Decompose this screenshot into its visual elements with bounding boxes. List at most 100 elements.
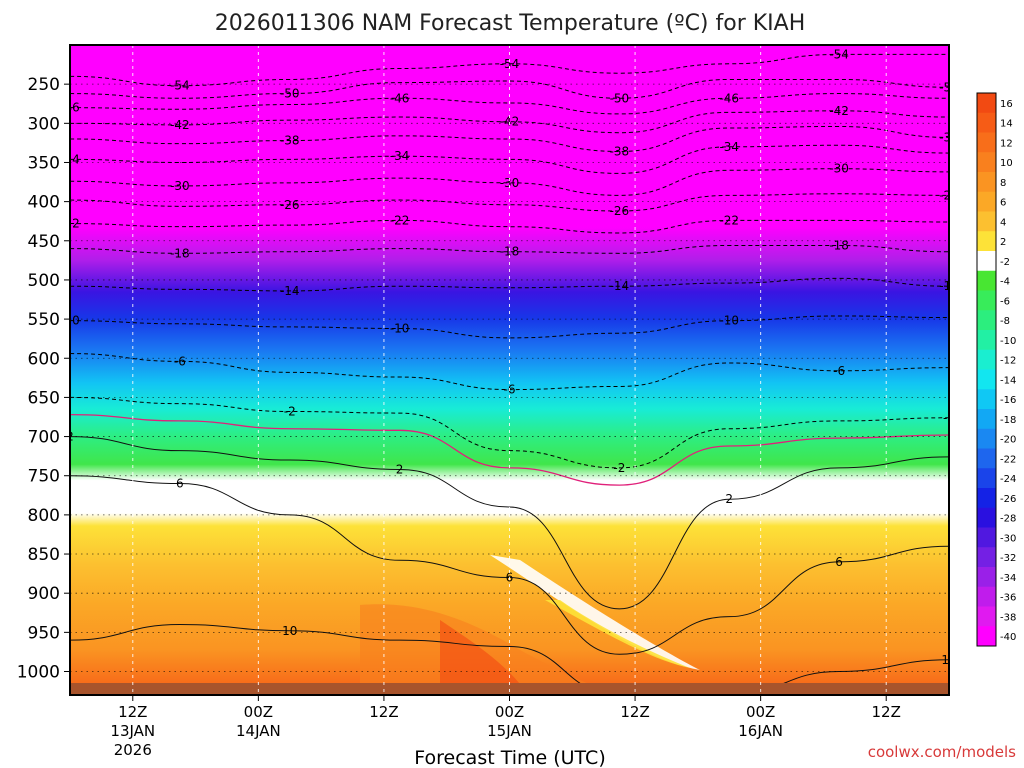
- pressure-tick-label: 650: [28, 388, 60, 408]
- colorbar-label: 2: [1000, 237, 1006, 248]
- time-tick-hour: 12Z: [872, 703, 901, 721]
- colorbar-label: -30: [1000, 533, 1016, 544]
- isotherm-line: [70, 436, 949, 610]
- isotherm-label: -14: [939, 279, 959, 293]
- isotherm-line: [70, 78, 949, 99]
- colorbar-swatch: [977, 93, 996, 114]
- pressure-tick-label: 900: [28, 584, 60, 604]
- isotherm-label: -30: [829, 162, 849, 176]
- colorbar-swatch: [977, 152, 996, 173]
- isotherm-label: -2: [943, 411, 955, 425]
- isotherm-label: -54: [829, 47, 849, 61]
- isotherm-label: -26: [280, 198, 300, 212]
- colorbar-swatch: [977, 547, 996, 568]
- plot-area: -54 -54 -54 -50 -50 -50 -46 -46 -46 -42 -42 -42 -38 -…: [60, 45, 959, 695]
- isotherm-label: -34: [719, 140, 739, 154]
- colorbar-swatch: [977, 626, 996, 647]
- isotherm-label: -38: [610, 145, 630, 159]
- isotherm-label: -10: [719, 314, 739, 328]
- pressure-tick-label: 250: [28, 75, 60, 95]
- colorbar-label: 16: [1000, 99, 1013, 110]
- colorbar-label: -24: [1000, 474, 1016, 485]
- colorbar-label: -12: [1000, 356, 1016, 367]
- time-tick-hour: 00Z: [244, 703, 273, 721]
- isotherm-line: [70, 219, 949, 234]
- isotherm-label: -42: [829, 104, 849, 118]
- colorbar-swatch: [977, 112, 996, 133]
- colorbar-swatch: [977, 172, 996, 193]
- time-tick-hour: 12Z: [369, 703, 398, 721]
- time-tick-date: 16JAN: [738, 722, 783, 740]
- isotherm-label: -46: [60, 101, 80, 115]
- isotherm-line: [70, 110, 949, 134]
- pressure-tick-label: 450: [28, 232, 60, 252]
- colorbar-frame: [976, 92, 997, 647]
- colorbar-swatch: [977, 448, 996, 469]
- pressure-tick-label: 600: [28, 349, 60, 369]
- time-tick-date: 14JAN: [236, 722, 281, 740]
- colorbar-label: -22: [1000, 454, 1016, 465]
- colorbar-label: 8: [1000, 178, 1006, 189]
- isotherm-label: 10: [282, 624, 297, 638]
- colorbar-label: 10: [1000, 158, 1013, 169]
- colorbar-label: 4: [1000, 217, 1006, 228]
- isotherm-line: [70, 277, 949, 292]
- time-tick-date: 15JAN: [487, 722, 532, 740]
- colorbar-label: -32: [1000, 553, 1016, 564]
- isotherm-label: -22: [60, 217, 80, 231]
- colorbar-label: -34: [1000, 573, 1016, 584]
- colorbar-swatch: [977, 389, 996, 410]
- isotherm-label: 2: [396, 462, 404, 476]
- colorbar-swatch: [977, 211, 996, 232]
- isotherm-label: -26: [939, 188, 959, 202]
- colorbar-swatch: [977, 310, 996, 331]
- colorbar-swatch: [977, 369, 996, 390]
- isotherm-line: [70, 244, 949, 254]
- isotherm-label: -30: [170, 179, 190, 193]
- colorbar-swatch: [977, 468, 996, 489]
- pressure-tick-label: 400: [28, 193, 60, 213]
- colorbar-label: -26: [1000, 494, 1016, 505]
- colorbar-label: -36: [1000, 593, 1016, 604]
- time-tick-year: 2026: [114, 741, 152, 759]
- pressure-axis: 250 300 350 400 450 500 550 600 650 700 750 800 850 9…: [17, 75, 70, 683]
- colorbar-label: -28: [1000, 514, 1016, 525]
- colorbar-label: -20: [1000, 435, 1016, 446]
- colorbar-label: -4: [1000, 277, 1010, 288]
- colorbar-swatch: [977, 231, 996, 252]
- pressure-tick-label: 800: [28, 506, 60, 526]
- isotherm-label: -22: [390, 213, 410, 227]
- colorbar-swatch: [977, 132, 996, 153]
- pressure-tick-label: 550: [28, 310, 60, 330]
- time-tick-hour: 00Z: [495, 703, 524, 721]
- grid-lines: [70, 45, 949, 695]
- isotherm-label: 6: [835, 555, 843, 569]
- isotherm-label: -10: [60, 314, 80, 328]
- warm-region-shading: [360, 488, 700, 695]
- colorbar-swatch: [977, 349, 996, 370]
- isotherm-line: [70, 168, 949, 196]
- isotherm-line: [70, 315, 949, 339]
- isotherm-label: -34: [390, 149, 410, 163]
- isotherm-label: -30: [500, 176, 520, 190]
- isotherm-label: -54: [500, 57, 520, 71]
- colorbar-swatch: [977, 290, 996, 311]
- isotherm-line: [70, 475, 949, 655]
- colorbar: 16 14 12 10 8 6 4 2 -2 -4 -6 -8 -10 -12 -14 -16 -18 -20 -2…: [976, 92, 1016, 647]
- colorbar-label: -40: [1000, 632, 1016, 643]
- isotherm-label: -46: [719, 91, 739, 105]
- colorbar-swatch: [977, 527, 996, 548]
- pressure-tick-label: 750: [28, 467, 60, 487]
- colorbar-label: -8: [1000, 316, 1010, 327]
- colorbar-label: 12: [1000, 138, 1013, 149]
- colorbar-swatch: [977, 409, 996, 430]
- isotherm-line: [70, 144, 949, 174]
- colorbar-label: -18: [1000, 415, 1016, 426]
- isotherm-line: [70, 125, 949, 153]
- pressure-tick-label: 500: [28, 271, 60, 291]
- pressure-tick-label: 950: [28, 623, 60, 643]
- isotherm-label: -2: [284, 405, 296, 419]
- isotherm-label: -6: [833, 364, 845, 378]
- isotherm-line: [70, 396, 949, 469]
